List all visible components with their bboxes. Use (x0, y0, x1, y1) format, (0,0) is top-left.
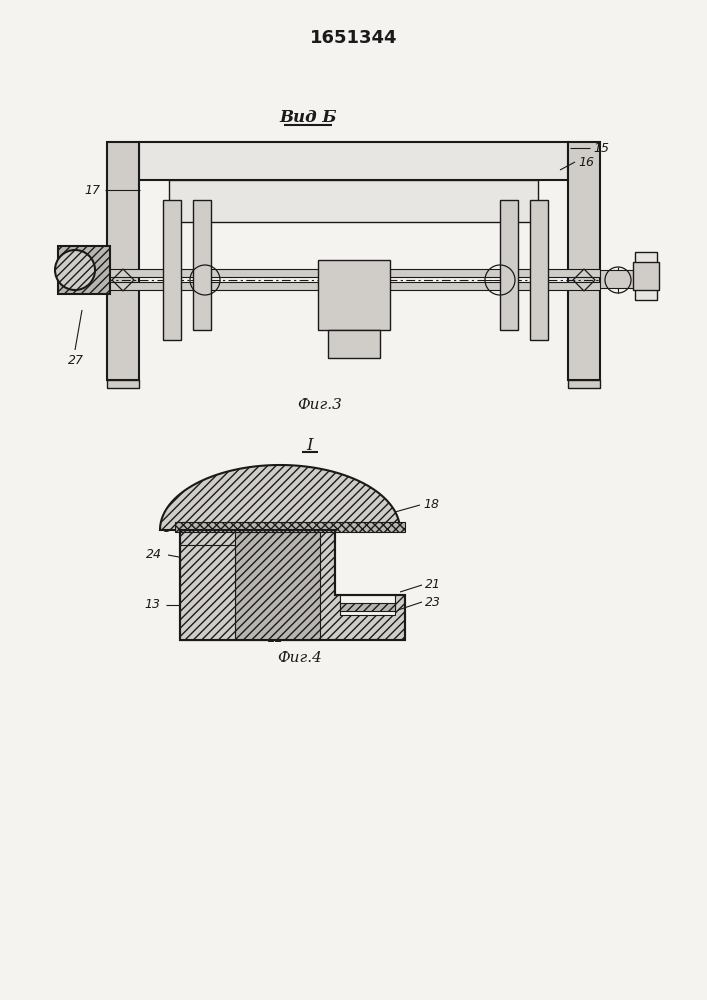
Bar (318, 260, 390, 330)
Text: 27: 27 (68, 354, 84, 366)
Text: 3: 3 (164, 522, 172, 534)
Bar (175, 522, 405, 532)
Bar (107, 142, 139, 380)
Bar (58, 270, 107, 288)
Text: 22: 22 (268, 633, 284, 646)
Text: 13: 13 (144, 598, 160, 611)
Bar (107, 380, 139, 388)
Bar (163, 200, 181, 340)
Text: 21: 21 (425, 578, 441, 590)
Polygon shape (180, 545, 235, 640)
Text: 16: 16 (578, 155, 594, 168)
Bar (600, 270, 642, 288)
Text: 1651344: 1651344 (310, 29, 398, 47)
Bar (58, 246, 110, 294)
Bar (193, 200, 211, 330)
Text: 17: 17 (84, 184, 100, 196)
Polygon shape (180, 530, 405, 640)
Circle shape (55, 250, 95, 290)
Text: 6: 6 (228, 626, 236, 639)
Bar (107, 269, 600, 277)
Bar (107, 282, 600, 290)
Bar (568, 380, 600, 388)
Bar (340, 595, 395, 615)
Text: Фиг.3: Фиг.3 (298, 398, 342, 412)
Text: I: I (307, 436, 313, 454)
Text: 15: 15 (593, 141, 609, 154)
Text: 18: 18 (423, 497, 439, 510)
Bar (169, 180, 538, 222)
Bar (530, 200, 548, 340)
Bar (139, 142, 568, 180)
Polygon shape (160, 465, 400, 530)
Text: 23: 23 (425, 595, 441, 608)
Bar (635, 252, 657, 300)
Bar (500, 200, 518, 330)
Text: 24: 24 (146, 548, 162, 562)
Bar (235, 530, 320, 640)
Text: Вид Б: Вид Б (279, 109, 337, 126)
Text: Фиг.4: Фиг.4 (278, 651, 322, 665)
Bar (633, 262, 659, 290)
Bar (568, 142, 600, 380)
Bar (340, 603, 395, 611)
Bar (328, 330, 380, 358)
